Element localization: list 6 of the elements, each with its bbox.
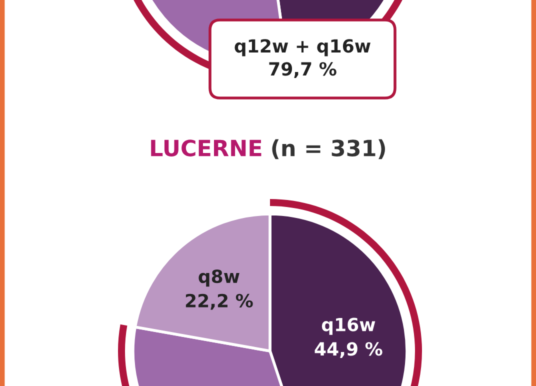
text: q12w + q16w 79,7 % [234, 39, 370, 78]
chart-title: LUCERNE (n = 331) [151, 139, 385, 160]
slice-label: q8w [198, 270, 240, 287]
slice-label: q16w [322, 318, 376, 335]
data-label: 44,9 % [314, 342, 382, 358]
data-label: 22,2 % [186, 294, 253, 310]
